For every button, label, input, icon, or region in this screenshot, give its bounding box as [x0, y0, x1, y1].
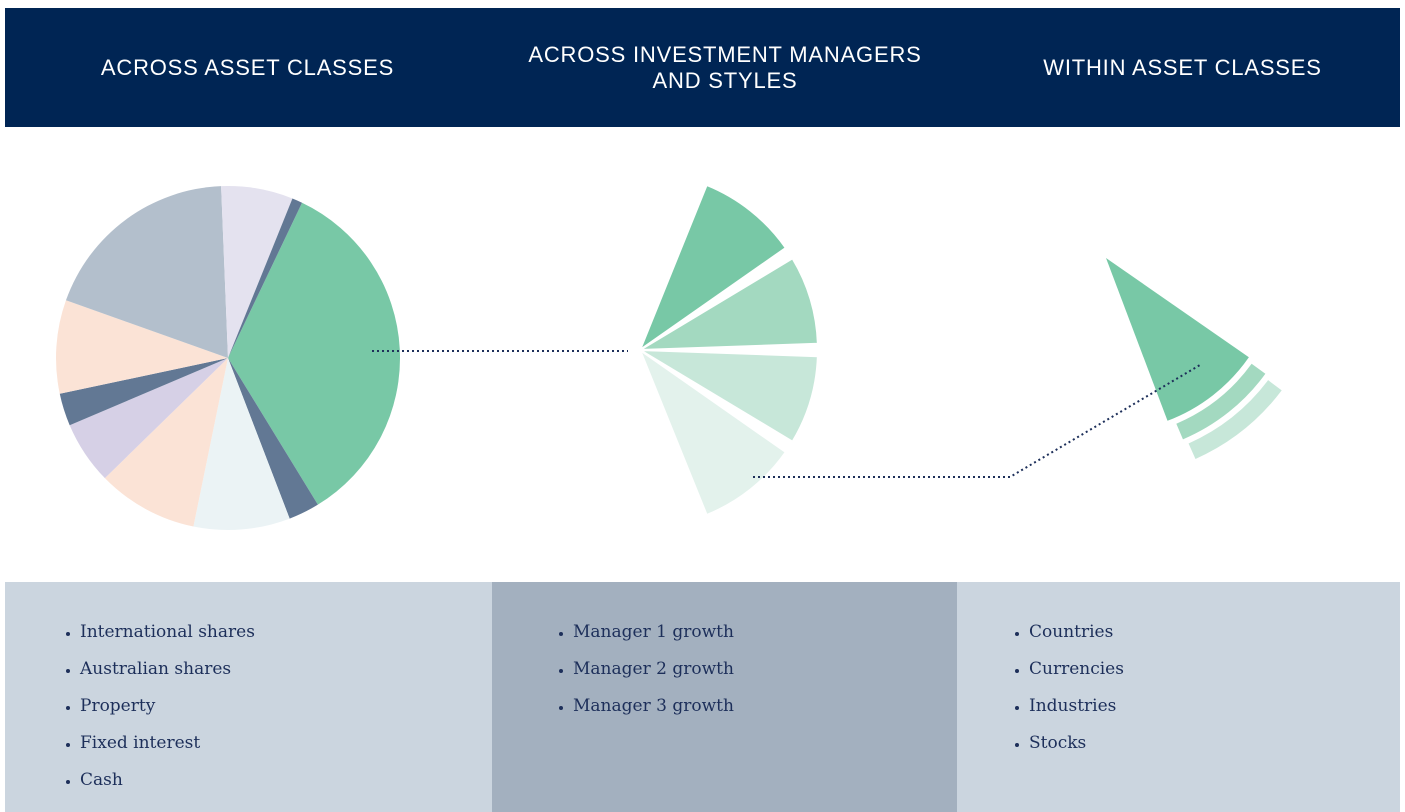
pie-slice [59, 358, 229, 426]
list-item: Cash [80, 762, 492, 799]
list: Manager 1 growthManager 2 growthManager … [492, 582, 957, 725]
pie-slice [69, 358, 229, 479]
list-item: Manager 1 growth [573, 614, 957, 651]
list-item: Industries [1029, 688, 1400, 725]
fan-wedge [637, 347, 788, 517]
fan-wedge [636, 256, 819, 352]
list-panel: CountriesCurrenciesIndustriesStocks [957, 582, 1400, 812]
narrow-wedge [1106, 258, 1249, 421]
pie-slice [193, 358, 290, 530]
header-band: ACROSS ASSET CLASSES ACROSS INVESTMENT M… [5, 8, 1400, 127]
list-item: Stocks [1029, 725, 1400, 762]
pie-slice [228, 358, 318, 519]
pie-slice [221, 186, 293, 358]
fan-wedge [637, 183, 788, 353]
list-item: International shares [80, 614, 492, 651]
list-item: Property [80, 688, 492, 725]
column-title: WITHIN ASSET CLASSES [1043, 54, 1322, 80]
list-item: Currencies [1029, 651, 1400, 688]
list-panel: International sharesAustralian sharesPro… [5, 582, 492, 812]
column-title: ACROSS ASSET CLASSES [100, 54, 395, 80]
pie-slice [228, 202, 401, 505]
wedge-band [1176, 363, 1266, 440]
diagram [56, 183, 1282, 530]
list-item: Australian shares [80, 651, 492, 688]
connector [753, 364, 1201, 478]
column-title: ACROSS INVESTMENT MANAGERS AND STYLES [528, 41, 922, 93]
fan-wedge [636, 348, 819, 444]
list-item: Manager 3 growth [573, 688, 957, 725]
list: CountriesCurrenciesIndustriesStocks [957, 582, 1400, 762]
list-item: Fixed interest [80, 725, 492, 762]
list-item: Manager 2 growth [573, 651, 957, 688]
list: International sharesAustralian sharesPro… [5, 582, 492, 799]
wedge-band [1188, 380, 1282, 459]
pie-slice [228, 198, 303, 358]
pie-slice [65, 186, 228, 358]
list-item: Countries [1029, 614, 1400, 651]
list-panel: Manager 1 growthManager 2 growthManager … [492, 582, 957, 812]
pie-slice [56, 300, 229, 394]
pie-slice [104, 358, 228, 527]
